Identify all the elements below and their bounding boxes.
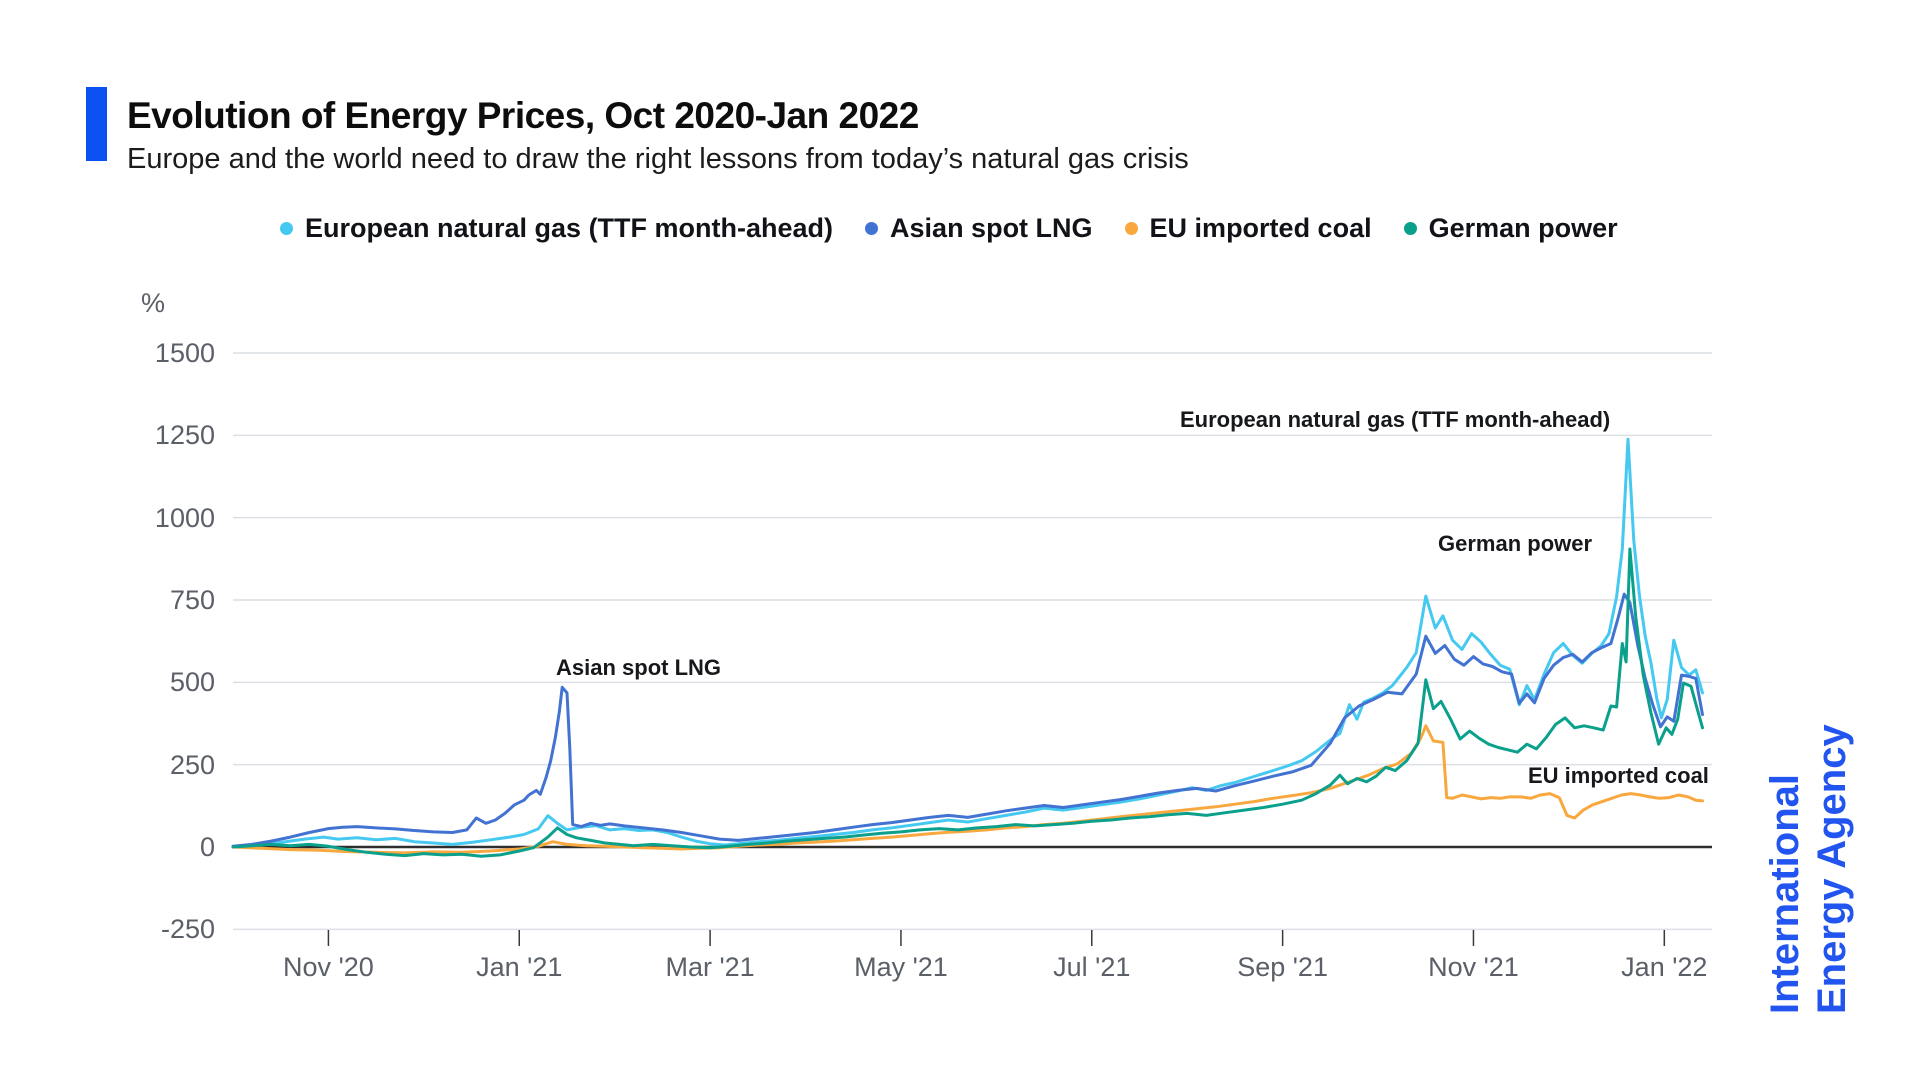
chart-legend: European natural gas (TTF month-ahead) As… [280, 213, 1618, 244]
series-line-eu-imported-coal [231, 724, 1704, 855]
page-title: Evolution of Energy Prices, Oct 2020-Jan… [127, 95, 919, 136]
series-line-european-natural-gas-ttf-month-ahead [231, 437, 1704, 849]
x-tick-label: Nov '21 [1428, 952, 1519, 982]
y-axis-unit-label: % [141, 288, 166, 318]
y-tick-label--250: -250 [160, 914, 215, 945]
y-tick-label-250: 250 [169, 749, 215, 780]
title-accent-bar [86, 87, 107, 161]
y-tick-label-0: 0 [199, 832, 215, 862]
legend-item-4: German power [1403, 213, 1618, 244]
legend-item-label: European natural gas (TTF month-ahead) [305, 213, 834, 243]
iea-logo-line1: International [1763, 773, 1807, 1014]
x-tick-label: Nov '20 [283, 952, 374, 982]
annotation-german-power: German power [1438, 531, 1593, 556]
annotation-eu-imported-coal: EU imported coal [1528, 763, 1709, 788]
legend-dot-icon [280, 222, 293, 235]
x-tick-label: May '21 [854, 952, 948, 982]
x-tick-label: Jan '22 [1621, 952, 1708, 982]
annotation-european-natural-gas: European natural gas (TTF month-ahead) [1180, 407, 1611, 432]
legend-item-1: European natural gas (TTF month-ahead) [280, 213, 833, 244]
legend-dot-icon [1403, 222, 1417, 235]
y-tick-label-750: 750 [169, 585, 215, 615]
x-tick-label: Jan '21 [476, 952, 563, 982]
x-tick-label: Mar '21 [665, 952, 755, 982]
series-line-asian-spot-lng [231, 592, 1704, 848]
legend-item-2: Asian spot LNG [865, 213, 1093, 244]
y-tick-label-500: 500 [169, 667, 215, 698]
legend-dot-icon [865, 222, 879, 235]
y-tick-label-1250: 1250 [154, 420, 215, 451]
iea-logo-line2: Energy Agency [1810, 724, 1854, 1014]
y-tick-label-1500: 1500 [154, 338, 215, 368]
legend-item-label: Asian spot LNG [890, 213, 1093, 243]
x-tick-label: Sep '21 [1237, 952, 1328, 982]
legend-item-label: EU imported coal [1149, 213, 1372, 243]
legend-item-3: EU imported coal [1124, 213, 1372, 244]
series-line-german-power [231, 547, 1704, 858]
annotation-asian-spot-lng: Asian spot LNG [556, 655, 722, 680]
page-subtitle: Europe and the world need to draw the ri… [127, 143, 1189, 175]
x-tick-label: Jul '21 [1053, 952, 1131, 982]
y-tick-label-1000: 1000 [154, 502, 215, 533]
legend-dot-icon [1124, 222, 1138, 235]
iea-logo-text: International Energy Agency [1762, 724, 1856, 1014]
legend-item-label: German power [1428, 213, 1618, 243]
